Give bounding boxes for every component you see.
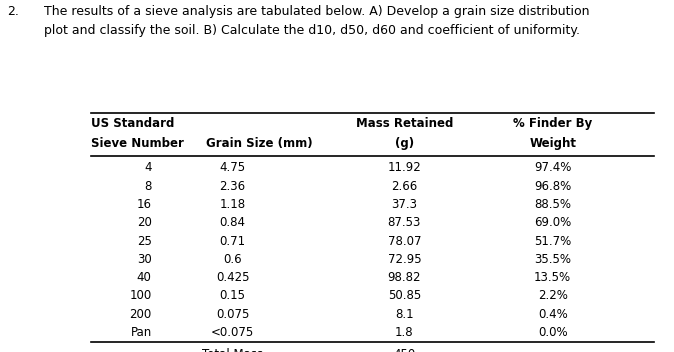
Text: 200: 200	[129, 308, 152, 321]
Text: 69.0%: 69.0%	[534, 216, 572, 229]
Text: 72.95: 72.95	[388, 253, 421, 266]
Text: 11.92: 11.92	[388, 161, 421, 174]
Text: 8: 8	[144, 180, 152, 193]
Text: Sieve Number: Sieve Number	[91, 137, 184, 150]
Text: 98.82: 98.82	[388, 271, 421, 284]
Text: 2.36: 2.36	[220, 180, 245, 193]
Text: 8.1: 8.1	[395, 308, 414, 321]
Text: 4.75: 4.75	[220, 161, 245, 174]
Text: (g): (g)	[395, 137, 414, 150]
Text: 16: 16	[137, 198, 152, 211]
Text: 0.84: 0.84	[220, 216, 245, 229]
Text: Grain Size (mm): Grain Size (mm)	[206, 137, 312, 150]
Text: 13.5%: 13.5%	[534, 271, 572, 284]
Text: 0.15: 0.15	[220, 289, 245, 302]
Text: 0.71: 0.71	[220, 234, 245, 247]
Text: <0.075: <0.075	[211, 326, 254, 339]
Text: The results of a sieve analysis are tabulated below. A) Develop a grain size dis: The results of a sieve analysis are tabu…	[44, 5, 589, 37]
Text: 96.8%: 96.8%	[534, 180, 572, 193]
Text: 1.8: 1.8	[395, 326, 414, 339]
Text: 88.5%: 88.5%	[534, 198, 571, 211]
Text: 2.2%: 2.2%	[538, 289, 568, 302]
Text: 20: 20	[137, 216, 152, 229]
Text: Weight: Weight	[529, 137, 576, 150]
Text: 0.425: 0.425	[216, 271, 249, 284]
Text: 0.6: 0.6	[223, 253, 242, 266]
Text: 1.18: 1.18	[220, 198, 245, 211]
Text: 4: 4	[144, 161, 152, 174]
Text: 2.66: 2.66	[392, 180, 417, 193]
Text: 2.: 2.	[7, 5, 19, 18]
Text: Total Mass: Total Mass	[202, 348, 263, 352]
Text: 0.4%: 0.4%	[538, 308, 568, 321]
Text: 50.85: 50.85	[388, 289, 421, 302]
Text: 40: 40	[137, 271, 152, 284]
Text: 51.7%: 51.7%	[534, 234, 572, 247]
Text: 87.53: 87.53	[388, 216, 421, 229]
Text: % Finder By: % Finder By	[513, 117, 592, 130]
Text: 450: 450	[393, 348, 416, 352]
Text: 35.5%: 35.5%	[534, 253, 571, 266]
Text: 0.075: 0.075	[216, 308, 249, 321]
Text: US Standard: US Standard	[91, 117, 175, 130]
Text: 30: 30	[137, 253, 152, 266]
Text: 100: 100	[129, 289, 152, 302]
Text: 37.3: 37.3	[392, 198, 417, 211]
Text: 25: 25	[137, 234, 152, 247]
Text: Mass Retained: Mass Retained	[356, 117, 453, 130]
Text: 97.4%: 97.4%	[534, 161, 572, 174]
Text: Pan: Pan	[130, 326, 152, 339]
Text: 0.0%: 0.0%	[538, 326, 568, 339]
Text: 78.07: 78.07	[388, 234, 421, 247]
